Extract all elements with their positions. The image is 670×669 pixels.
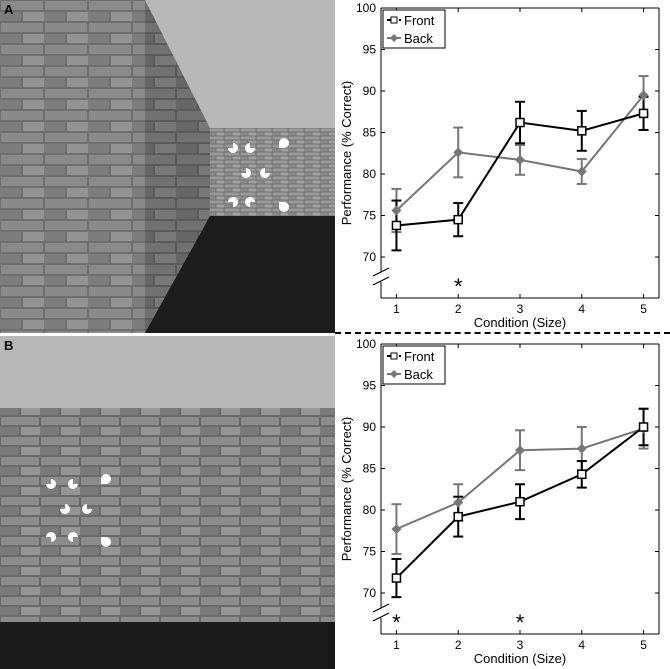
legend-marker bbox=[390, 16, 398, 24]
panel-letter-a: A bbox=[4, 2, 14, 17]
line-chart-b: 70 75 80 85 90 95 100 1 2 3 4 5 Condition (Size) Perf… bbox=[339, 337, 660, 666]
data-point-front bbox=[577, 469, 587, 480]
x-tick-label: 1 bbox=[393, 638, 400, 652]
y-tick-label: 85 bbox=[363, 462, 377, 476]
line-chart-a: 70 75 80 85 90 95 100 1 2 3 4 5 Condition (Size) Perf… bbox=[339, 1, 660, 330]
x-axis-label: Condition (Size) bbox=[474, 651, 567, 666]
data-point-front bbox=[453, 214, 463, 225]
y-axis-label: Performance (% Correct) bbox=[339, 417, 354, 561]
axis-break-mark bbox=[372, 276, 390, 286]
data-point-back bbox=[638, 90, 649, 101]
axis-break-mark bbox=[372, 267, 390, 277]
data-point-back bbox=[515, 154, 525, 165]
axis-break-mark bbox=[372, 603, 390, 613]
y-tick-label: 95 bbox=[363, 43, 377, 57]
data-point-front bbox=[638, 422, 649, 432]
y-tick-label: 95 bbox=[363, 379, 377, 393]
x-tick-label: 2 bbox=[455, 302, 462, 316]
panel-b: B 70 75 80 85 90 95 100 1 2 3 4 5 Condition (Size) Pe… bbox=[0, 336, 670, 669]
y-tick-label: 70 bbox=[363, 250, 377, 264]
panel-divider bbox=[335, 332, 670, 334]
axis-break-mark bbox=[372, 612, 390, 622]
legend-box bbox=[382, 9, 446, 49]
significance-star: * bbox=[516, 610, 525, 635]
y-tick-label: 70 bbox=[363, 586, 377, 600]
data-point-back bbox=[515, 445, 525, 456]
y-tick-label: 75 bbox=[363, 545, 377, 559]
legend-label-back: Back bbox=[404, 31, 433, 46]
y-tick-label: 75 bbox=[363, 209, 377, 223]
legend: Front Back bbox=[382, 9, 446, 49]
legend-label-front: Front bbox=[404, 349, 435, 364]
legend-label-back: Back bbox=[404, 367, 433, 382]
panel-a: A 70 75 80 85 90 95 100 1 2 3 4 5 Condition (Size) Pe… bbox=[0, 0, 670, 334]
data-point-back bbox=[391, 524, 402, 535]
x-tick-label: 3 bbox=[517, 302, 524, 316]
significance-star: * bbox=[454, 274, 463, 299]
y-tick-label: 80 bbox=[363, 503, 377, 517]
legend: Front Back bbox=[382, 345, 446, 385]
data-point-front bbox=[638, 108, 649, 119]
data-point-front bbox=[515, 117, 525, 128]
y-tick-label: 90 bbox=[363, 84, 377, 98]
data-point-front bbox=[453, 511, 463, 522]
data-point-front bbox=[391, 220, 402, 231]
data-point-back bbox=[453, 497, 464, 508]
x-tick-label: 5 bbox=[640, 302, 647, 316]
significance-star: * bbox=[392, 610, 401, 635]
x-tick-label: 3 bbox=[517, 638, 524, 652]
scene-image-a bbox=[0, 0, 335, 333]
x-axis-label: Condition (Size) bbox=[474, 315, 567, 330]
data-point-front bbox=[391, 573, 402, 583]
panel-letter-b: B bbox=[4, 338, 14, 353]
legend-marker bbox=[390, 34, 398, 42]
data-point-back bbox=[576, 443, 587, 454]
legend-box bbox=[382, 345, 446, 385]
y-tick-label: 85 bbox=[363, 126, 377, 140]
scene-image-b bbox=[0, 336, 335, 669]
x-tick-label: 4 bbox=[578, 302, 585, 316]
x-tick-label: 2 bbox=[455, 638, 462, 652]
y-tick-label: 100 bbox=[356, 337, 376, 351]
data-point-front bbox=[577, 126, 587, 136]
legend-marker bbox=[390, 370, 398, 378]
data-point-back bbox=[391, 205, 402, 216]
legend-marker bbox=[390, 352, 398, 360]
y-tick-label: 90 bbox=[363, 420, 377, 434]
data-point-back bbox=[576, 166, 587, 177]
x-tick-label: 1 bbox=[393, 302, 400, 316]
y-tick-label: 80 bbox=[363, 167, 377, 181]
x-tick-label: 4 bbox=[578, 638, 585, 652]
x-tick-label: 5 bbox=[640, 638, 647, 652]
y-axis-label: Performance (% Correct) bbox=[339, 81, 354, 225]
y-tick-label: 100 bbox=[356, 1, 376, 15]
legend-label-front: Front bbox=[404, 13, 435, 28]
data-point-back bbox=[453, 147, 464, 158]
data-point-front bbox=[515, 496, 525, 507]
